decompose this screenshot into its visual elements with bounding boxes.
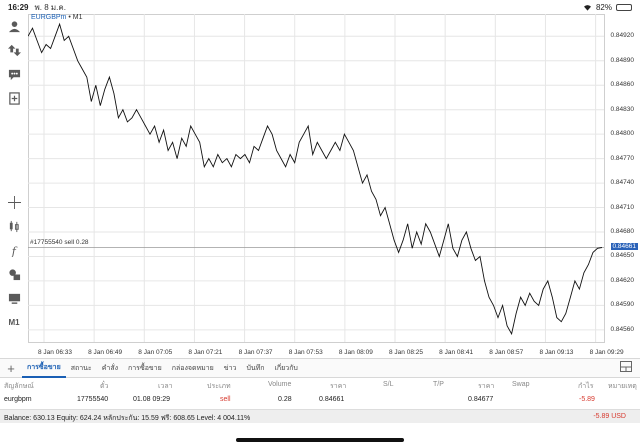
col-ticket[interactable]: ตั๋ว	[100, 383, 109, 390]
col-symbol[interactable]: สัญลักษณ์	[4, 383, 34, 390]
tab-history[interactable]: การซื้อขาย	[128, 364, 162, 372]
objects-icon[interactable]	[6, 266, 22, 282]
chat-icon[interactable]	[6, 66, 22, 82]
x-tick-label: 8 Jan 08:57	[489, 349, 524, 356]
row-type: sell	[220, 396, 231, 403]
user-icon[interactable]	[6, 18, 22, 34]
col-sl[interactable]: S/L	[383, 381, 394, 388]
row-ticket: 17755540	[77, 396, 109, 403]
chart-type-icon[interactable]	[6, 290, 22, 306]
y-tick-label: 0.84560	[610, 325, 635, 333]
col-tp[interactable]: T/P	[433, 381, 444, 388]
tab-status[interactable]: สถานะ	[70, 364, 92, 372]
x-tick-label: 8 Jan 07:05	[138, 349, 173, 356]
price-series-line	[28, 22, 603, 336]
balance-summary: Balance: 630.13 Equity: 624.24 หลักประกั…	[4, 415, 251, 422]
x-tick-label: 8 Jan 06:33	[38, 349, 72, 356]
x-tick-label: 8 Jan 06:49	[88, 349, 123, 356]
left-toolbar: f M1	[0, 14, 28, 354]
add-chart-icon[interactable]	[6, 90, 22, 106]
y-tick-label: 0.84650	[610, 252, 635, 260]
chart-canvas	[28, 14, 605, 343]
tab-about[interactable]: เกี่ยวกับ	[274, 364, 298, 372]
order-line-label: #17755540 sell 0.28	[30, 239, 89, 247]
tab-journal[interactable]: บันทึก	[246, 364, 265, 372]
col-comment[interactable]: หมายเหตุ	[608, 383, 637, 390]
y-tick-label: 0.84920	[610, 32, 635, 40]
y-tick-label: 0.84860	[610, 81, 635, 89]
y-tick-label: 0.84740	[610, 179, 635, 187]
plot-frame	[28, 14, 605, 343]
wifi-icon	[583, 4, 591, 11]
chart-symbol: EURGBPm	[31, 14, 67, 21]
col-price[interactable]: ราคา	[478, 383, 495, 390]
terminal-tabs: + การซื้อขาย สถานะ คำสั่ง การซื้อขาย กล่…	[0, 358, 640, 378]
x-tick-label: 8 Jan 08:41	[439, 349, 474, 356]
col-profit[interactable]: กำไร	[578, 383, 594, 390]
row-open-price: 0.84661	[319, 396, 345, 403]
row-symbol: eurgbpm	[4, 396, 32, 403]
timeframe-label[interactable]: M1	[8, 317, 20, 327]
transfer-icon[interactable]	[6, 42, 22, 58]
battery-icon	[616, 3, 632, 11]
table-row[interactable]: eurgbpm 17755540 01.08 09:29 sell 0.28 0…	[0, 393, 640, 407]
x-tick-label: 8 Jan 09:29	[589, 349, 624, 356]
function-icon[interactable]: f	[6, 242, 22, 258]
x-tick-label: 8 Jan 08:25	[389, 349, 423, 356]
col-time[interactable]: เวลา	[158, 383, 173, 390]
y-tick-label: 0.84710	[610, 203, 635, 211]
y-tick-label: 0.84620	[610, 276, 635, 284]
total-profit: -5.89 USD	[593, 413, 626, 420]
status-date: พ. 8 ม.ค.	[34, 2, 66, 12]
tab-trade[interactable]: การซื้อขาย	[22, 359, 66, 378]
chart-symbol-label: EURGBPm • M1	[31, 14, 83, 21]
battery-percent: 82%	[595, 2, 612, 12]
trades-table-header: สัญลักษณ์ ตั๋ว เวลา ประเภท Volume ราคา S…	[0, 378, 640, 392]
status-right: 82%	[583, 3, 632, 12]
col-volume[interactable]: Volume	[268, 381, 292, 388]
x-tick-label: 8 Jan 07:21	[188, 349, 223, 356]
current-price-tag: 0.84661	[610, 243, 638, 251]
x-tick-label: 8 Jan 08:09	[338, 349, 373, 356]
col-swap[interactable]: Swap	[512, 381, 530, 388]
home-indicator[interactable]	[236, 438, 404, 442]
x-tick-label: 8 Jan 09:13	[539, 349, 574, 356]
candles-icon[interactable]	[6, 218, 22, 234]
tab-orders[interactable]: คำสั่ง	[101, 364, 119, 372]
chart-timeframe: M1	[72, 14, 83, 21]
svg-text:f: f	[10, 245, 17, 257]
add-icon[interactable]: +	[7, 360, 15, 376]
balance-bar: Balance: 630.13 Equity: 624.24 หลักประกั…	[0, 409, 640, 423]
x-tick-label: 8 Jan 07:37	[238, 349, 273, 356]
row-price: 0.84677	[468, 396, 494, 403]
crosshair-icon[interactable]	[6, 194, 22, 210]
layout-icon[interactable]	[620, 361, 632, 375]
status-bar: 16:29 พ. 8 ม.ค. 82%	[0, 0, 640, 14]
chart-separator: •	[68, 14, 71, 21]
y-tick-label: 0.84890	[610, 56, 635, 64]
y-tick-label: 0.84770	[610, 154, 635, 162]
row-profit: -5.89	[579, 396, 595, 403]
status-time: 16:29	[8, 2, 29, 12]
row-time: 01.08 09:29	[133, 396, 170, 403]
tab-mailbox[interactable]: กล่องจดหมาย	[171, 364, 214, 372]
y-tick-label: 0.84830	[610, 105, 635, 113]
price-chart[interactable]: EURGBPm • M1 #17755540 sell 0.28 0.84920…	[28, 14, 640, 358]
y-tick-label: 0.84800	[610, 130, 635, 138]
tab-news[interactable]: ข่าว	[223, 364, 237, 372]
col-open-price[interactable]: ราคา	[330, 383, 347, 390]
row-volume: 0.28	[278, 396, 292, 403]
y-tick-label: 0.84590	[610, 301, 635, 309]
y-tick-label: 0.84680	[610, 228, 635, 235]
col-type[interactable]: ประเภท	[207, 383, 231, 390]
x-tick-label: 8 Jan 07:53	[288, 349, 323, 356]
